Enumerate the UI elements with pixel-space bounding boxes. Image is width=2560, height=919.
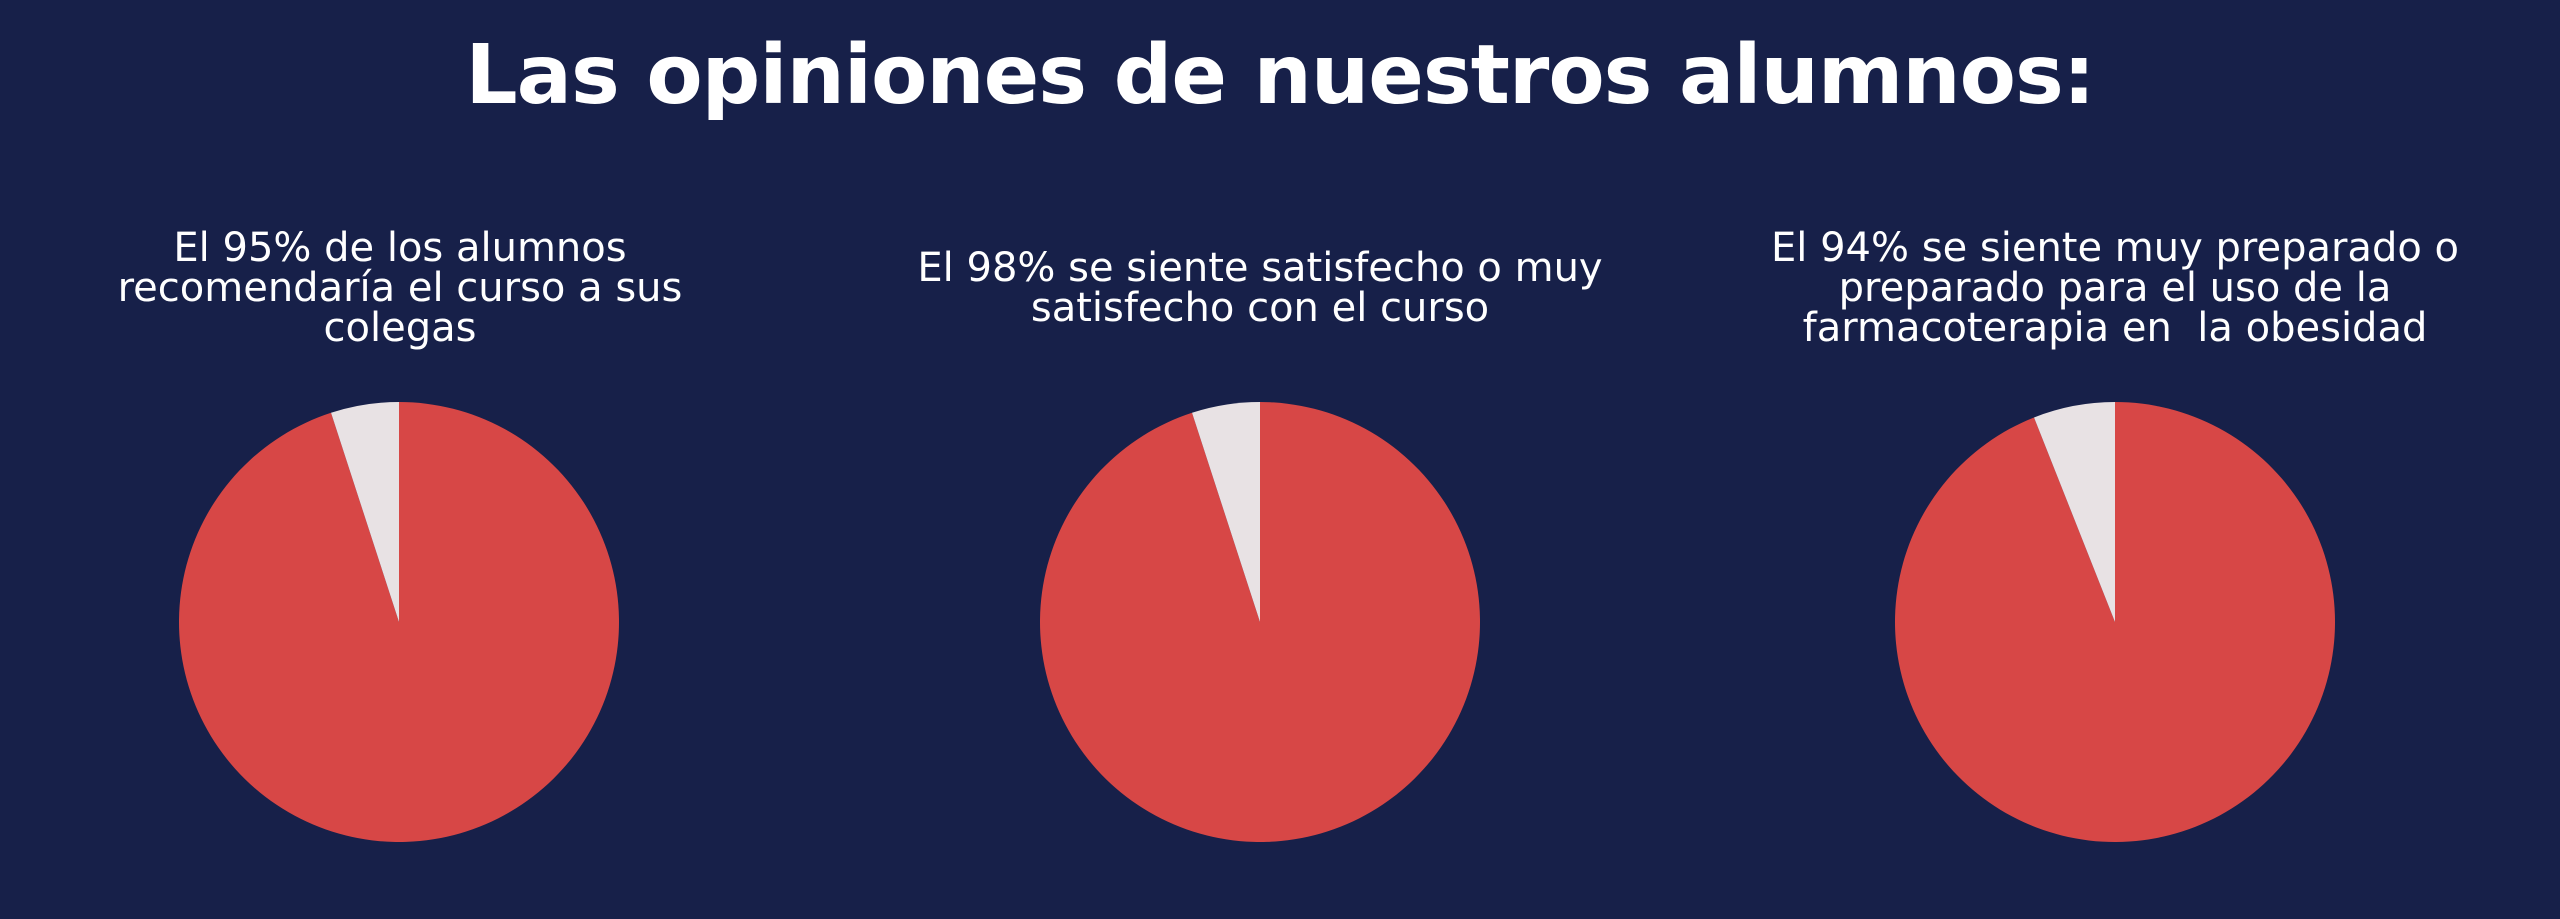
pie-chart-preparation <box>1895 402 2335 842</box>
chart-caption: El 98% se siente satisfecho o muy satisf… <box>850 248 1670 328</box>
chart-caption: El 94% se siente muy preparado o prepara… <box>1705 228 2525 348</box>
caption-line: recomendaría el curso a sus <box>117 265 683 311</box>
caption-line: El 98% se siente satisfecho o muy <box>917 245 1603 291</box>
caption-line: El 95% de los alumnos <box>173 225 627 271</box>
pie-chart-satisfaction <box>1040 402 1480 842</box>
caption-line: colegas <box>323 305 477 351</box>
pie-slice-remainder <box>1192 402 1260 622</box>
chart-panel-recommendation: El 95% de los alumnos recomendaría el cu… <box>0 228 810 868</box>
page-title: Las opiniones de nuestros alumnos: <box>465 28 2095 123</box>
pie-chart-recommendation <box>178 402 619 842</box>
chart-caption: El 95% de los alumnos recomendaría el cu… <box>0 228 810 348</box>
chart-panel-preparation: El 94% se siente muy preparado o prepara… <box>1705 228 2525 868</box>
caption-line: El 94% se siente muy preparado o <box>1771 225 2459 271</box>
pie-slice-remainder <box>331 402 399 622</box>
pie-slice-main <box>178 402 619 842</box>
caption-line: satisfecho con el curso <box>1030 285 1490 331</box>
caption-line: preparado para el uso de la <box>1838 265 2392 311</box>
chart-panel-satisfaction: El 98% se siente satisfecho o muy satisf… <box>850 228 1670 868</box>
caption-line: farmacoterapia en la obesidad <box>1802 305 2428 351</box>
pie-slice-remainder <box>2034 402 2115 622</box>
